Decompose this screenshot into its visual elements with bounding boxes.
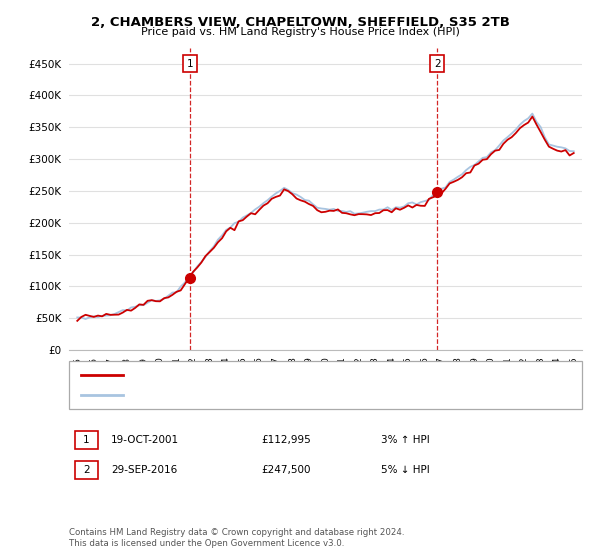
Text: £247,500: £247,500 [261,465,311,475]
Text: 1: 1 [187,58,193,68]
Text: £112,995: £112,995 [261,435,311,445]
Text: Price paid vs. HM Land Registry's House Price Index (HPI): Price paid vs. HM Land Registry's House … [140,27,460,37]
Text: 2: 2 [434,58,440,68]
Text: 29-SEP-2016: 29-SEP-2016 [111,465,177,475]
Text: HPI: Average price, detached house, Sheffield: HPI: Average price, detached house, Shef… [132,390,356,400]
Text: 2: 2 [83,465,90,475]
Text: 2, CHAMBERS VIEW, CHAPELTOWN, SHEFFIELD, S35 2TB: 2, CHAMBERS VIEW, CHAPELTOWN, SHEFFIELD,… [91,16,509,29]
Text: 5% ↓ HPI: 5% ↓ HPI [381,465,430,475]
Text: Contains HM Land Registry data © Crown copyright and database right 2024.
This d: Contains HM Land Registry data © Crown c… [69,528,404,548]
Text: 2, CHAMBERS VIEW, CHAPELTOWN, SHEFFIELD, S35 2TB (detached house): 2, CHAMBERS VIEW, CHAPELTOWN, SHEFFIELD,… [132,370,497,380]
Text: 3% ↑ HPI: 3% ↑ HPI [381,435,430,445]
Text: 1: 1 [83,435,90,445]
Text: 19-OCT-2001: 19-OCT-2001 [111,435,179,445]
